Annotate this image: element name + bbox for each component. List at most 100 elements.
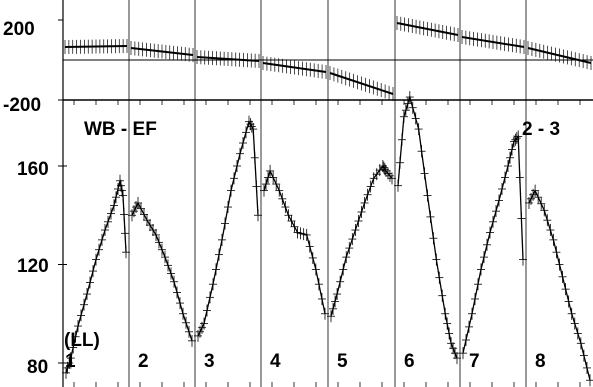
data-point-2 [173,286,181,299]
data-point-3 [230,172,238,185]
data-point-7 [506,151,514,164]
data-point-5 [363,188,372,201]
data-point-6 [395,156,404,169]
lead-label-annotation: (LL) [64,330,100,351]
data-point-6 [397,133,406,146]
panel-label-6: 6 [404,351,415,372]
top-plot-frame [58,0,593,387]
data-point-5 [331,295,340,308]
data-point-8 [546,224,555,237]
bottom-tick-label-80: 80 [27,357,48,378]
data-point-4 [308,251,317,264]
data-point-5 [351,224,360,237]
data-point-6 [447,337,456,350]
panel-label-8: 8 [535,351,546,372]
data-point-3 [218,233,226,246]
data-point-1 [92,253,100,266]
data-point-7 [474,278,482,291]
data-point-2 [179,307,187,320]
series-line-4 [263,169,326,314]
data-point-6 [453,352,461,365]
data-point-2 [158,243,166,256]
data-point-1 [120,208,128,221]
data-point-6 [408,101,417,114]
data-point-6 [441,307,450,320]
data-point-4 [305,240,314,253]
data-point-2 [188,334,196,347]
data-point-3 [239,137,247,150]
data-point-3 [247,120,256,133]
data-point-1 [62,366,70,379]
data-point-7 [480,251,488,264]
data-point-6 [423,189,432,202]
data-point-8 [543,214,552,227]
data-point-2 [164,259,172,272]
data-point-7 [495,194,503,207]
series-line-3 [197,120,259,337]
data-point-2 [161,251,169,264]
data-point-5 [345,242,354,255]
panel-label-7: 7 [469,351,480,372]
data-point-1 [112,191,120,204]
data-point-3 [203,304,211,317]
top-series-group [64,16,592,101]
data-point-5 [385,169,394,182]
data-point-5 [381,164,390,177]
bottom-series-group: 1 2 3 4 5 6 7 8 [62,91,593,387]
data-point-6 [451,347,460,360]
data-point-7 [489,215,497,228]
data-point-6 [403,97,412,110]
data-point-1 [83,288,91,301]
data-point-7 [498,182,506,195]
data-point-1 [101,224,109,237]
title-left-annotation: WB - EF [84,119,157,140]
data-point-3 [212,263,220,276]
data-point-7 [486,226,494,239]
data-point-7 [517,212,526,225]
data-point-1 [117,179,125,192]
data-point-4 [311,263,320,276]
data-point-4 [266,164,275,177]
data-point-6 [426,210,435,223]
data-point-7 [501,171,509,184]
data-point-4 [314,278,323,291]
series-line-8 [528,189,591,381]
data-point-8 [549,233,558,246]
chart-labels: 200 -200 160 120 80 WB - EF 2 - 3 (LL) [3,19,560,378]
data-point-6 [438,289,447,302]
data-point-6 [420,167,429,180]
data-point-5 [348,233,357,246]
data-point-8 [573,327,582,340]
data-point-3 [233,160,241,172]
data-point-5 [333,288,342,301]
data-point-1 [89,265,97,278]
data-point-8 [576,337,585,350]
data-point-1 [118,184,126,197]
data-point-5 [388,172,396,185]
data-point-3 [221,217,229,230]
data-point-1 [122,246,130,259]
data-point-7 [512,132,521,145]
data-point-8 [534,191,543,204]
data-point-1 [63,361,72,374]
data-point-5 [327,310,335,323]
data-point-7 [483,238,491,251]
data-point-4 [260,184,268,197]
data-point-2 [176,297,184,310]
data-point-2 [167,267,175,280]
data-point-7 [508,143,516,156]
data-point-7 [462,334,470,347]
data-point-5 [366,180,375,193]
data-point-5 [383,167,392,180]
data-point-6 [435,271,444,284]
data-point-7 [492,205,500,218]
panel-label-3: 3 [204,351,215,372]
data-point-3 [254,209,262,222]
panel-label-2: 2 [138,351,149,372]
data-point-3 [200,317,208,330]
data-point-1 [116,174,124,187]
bottom-tick-label-160: 160 [17,159,49,180]
data-point-1 [65,357,74,369]
data-point-6 [405,91,414,104]
data-point-3 [209,278,217,291]
